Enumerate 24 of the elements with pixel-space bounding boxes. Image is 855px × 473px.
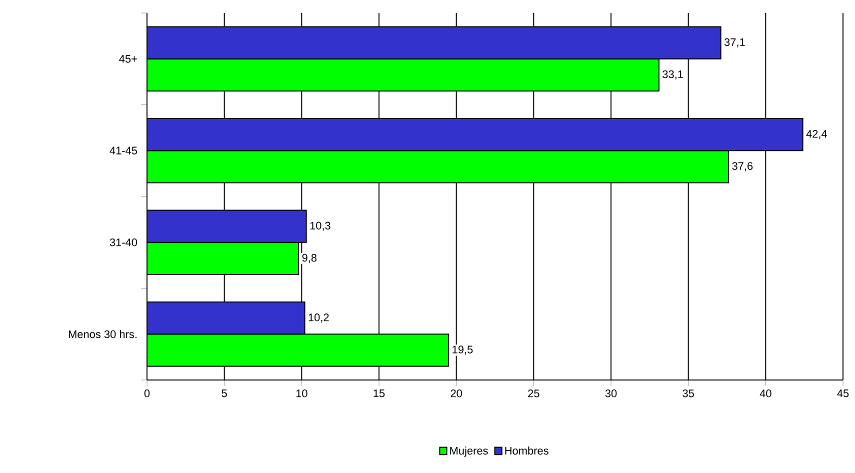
y-tick-label: Menos 30 hrs. <box>68 330 136 338</box>
data-label: 42,4 <box>806 130 827 140</box>
data-label: 9,8 <box>302 254 317 263</box>
x-tick-label: 10 <box>296 390 308 398</box>
x-tick-label: 40 <box>760 390 772 398</box>
data-label: 10,2 <box>308 314 329 323</box>
x-tick-label: 5 <box>222 390 227 398</box>
y-tick-label: 41-45 <box>110 146 138 154</box>
x-tick-label: 0 <box>144 390 150 398</box>
data-label: 10,3 <box>310 222 330 231</box>
x-tick-label: 25 <box>528 390 540 398</box>
data-label: 33,1 <box>662 70 683 80</box>
x-tick-label: 20 <box>450 390 462 398</box>
data-label: 37,1 <box>724 38 745 48</box>
y-tick-label: 45+ <box>119 55 137 63</box>
x-tick-label: 35 <box>682 390 694 398</box>
x-tick-label: 15 <box>374 390 385 398</box>
data-label: 37,6 <box>732 162 753 172</box>
x-tick-label: 30 <box>605 390 617 398</box>
x-tick-label: 45 <box>837 390 849 398</box>
y-tick-label: 31-40 <box>110 238 138 246</box>
legend-label: Mujeres <box>450 446 488 457</box>
legend-label: Hombres <box>505 446 548 455</box>
data-label: 19,5 <box>452 346 473 355</box>
